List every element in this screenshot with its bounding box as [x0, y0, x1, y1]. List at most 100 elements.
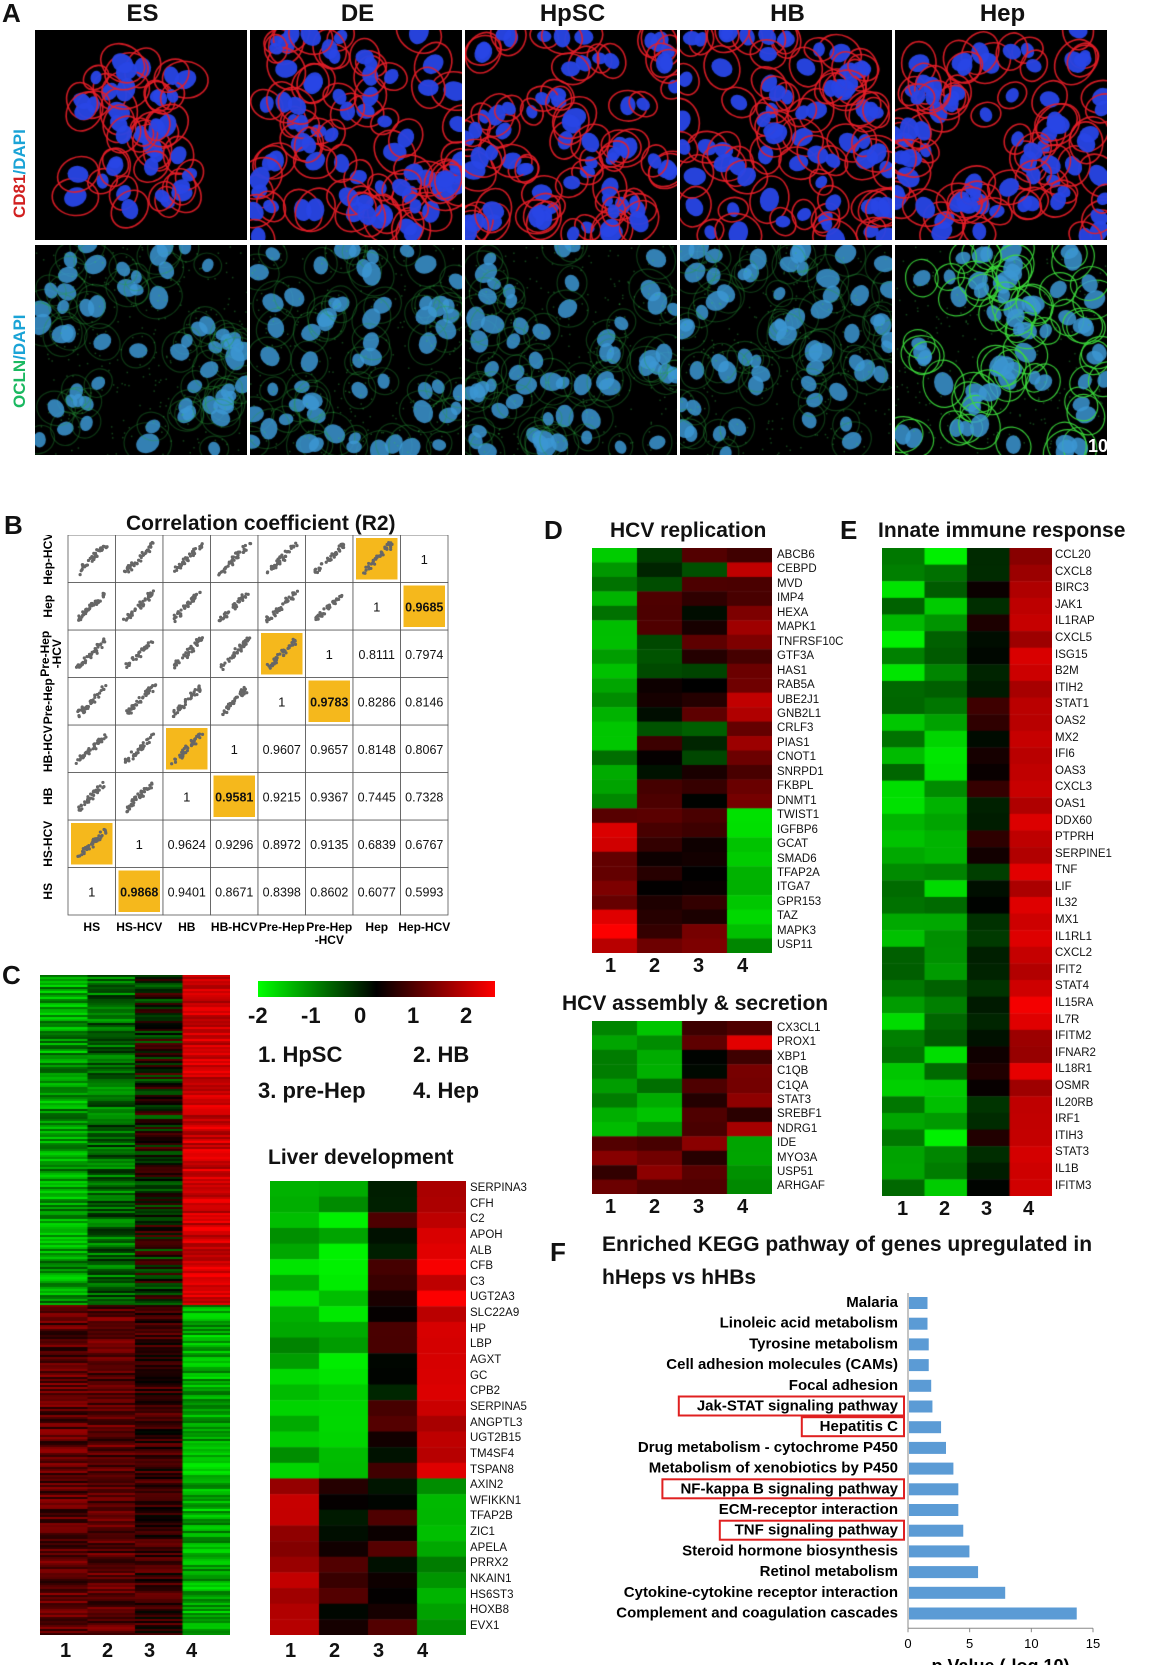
corr-scatter	[121, 589, 156, 622]
corr-cell	[115, 819, 164, 868]
kegg-x-label: p Value (-log 10)	[931, 1656, 1069, 1665]
kegg-category-label: Metabolism of xenobiotics by P450	[649, 1460, 898, 1477]
corr-value: 0.8067	[405, 743, 443, 757]
kegg-highlight-box	[718, 1519, 905, 1541]
gene-label: IFITM2	[1055, 1030, 1092, 1043]
hcv-assembly-heatmap	[592, 1021, 772, 1194]
kegg-category-label: TNF signaling pathway	[735, 1522, 899, 1539]
gene-label: ITIH3	[1055, 1129, 1084, 1142]
kegg-category-label: Complement and coagulation cascades	[616, 1605, 898, 1622]
kegg-bar	[909, 1338, 929, 1351]
corr-scatter	[221, 685, 249, 717]
gene-label: SREBF1	[777, 1108, 822, 1121]
corr-scatter	[172, 590, 202, 624]
column-number-2: 2	[329, 1640, 341, 1662]
gene-label: CXCL3	[1055, 781, 1093, 794]
gene-label: LIF	[1055, 880, 1072, 893]
corr-cell	[257, 867, 306, 916]
corr-value: 0.9685	[405, 600, 443, 614]
corr-scatter	[313, 542, 346, 575]
gene-label: ARHGAF	[777, 1180, 825, 1193]
column-number-1: 1	[60, 1640, 72, 1662]
corr-value: 1	[278, 694, 285, 709]
kegg-title-line1: Enriched KEGG pathway of genes upregulat…	[602, 1233, 1093, 1256]
kegg-bar	[909, 1504, 959, 1516]
corr-value: 0.9607	[263, 743, 301, 757]
kegg-bar	[909, 1441, 946, 1454]
corr-value: 0.9296	[215, 838, 253, 852]
gene-label: BIRC3	[1055, 582, 1089, 595]
kegg-category-label: Focal adhesion	[789, 1377, 898, 1394]
corr-col-label: HS-HCV	[116, 920, 162, 934]
innate-immune-title: Innate immune response	[878, 519, 1126, 542]
corr-cell	[210, 724, 259, 773]
kegg-bar	[909, 1400, 933, 1413]
kegg-category-label: Drug metabolism - cytochrome P450	[638, 1439, 898, 1456]
gene-label: USP11	[777, 939, 813, 952]
corr-row-label: HS-HCV	[41, 821, 55, 867]
scale-tick: 2	[460, 1003, 473, 1028]
corr-scatter	[78, 544, 109, 577]
gene-label: RAB5A	[777, 679, 815, 692]
gene-label: SMAD6	[777, 852, 817, 865]
gene-label: APOH	[470, 1228, 503, 1241]
corr-value: 0.8972	[263, 838, 301, 852]
gene-label: SERPINA3	[470, 1182, 527, 1194]
gene-label: FKBPL	[777, 780, 814, 793]
column-number-4: 4	[737, 955, 749, 977]
gene-label: OAS1	[1055, 797, 1086, 810]
column-number-3: 3	[693, 1196, 705, 1218]
gene-label: CXCL2	[1055, 947, 1093, 960]
corr-cell	[257, 582, 306, 631]
corr-cell	[257, 772, 306, 821]
corr-col-label-2: -HCV	[315, 933, 344, 947]
corr-value: 0.9581	[215, 790, 253, 804]
kegg-bar-chart: Malaria Linoleic acid metabolism Tyrosine …	[616, 1293, 1100, 1665]
corr-row-label: Pre-Hep	[41, 678, 55, 724]
corr-col-label: HB-HCV	[211, 920, 258, 934]
kegg-bar	[909, 1566, 979, 1579]
column-number-3: 3	[981, 1198, 993, 1220]
hcv-replication-title: HCV replication	[610, 519, 767, 542]
scale-tick: -1	[301, 1003, 321, 1028]
gene-label: IL1RL1	[1055, 930, 1093, 943]
corr-value: 0.9401	[168, 885, 206, 899]
corr-cell	[400, 772, 449, 821]
corr-scatter	[265, 637, 298, 670]
micrograph-red-hb	[680, 30, 892, 240]
kegg-category-label: Malaria	[846, 1294, 898, 1311]
gene-label: MX2	[1055, 731, 1079, 744]
corr-cell	[400, 677, 449, 726]
corr-value: 0.8146	[405, 695, 443, 709]
corr-scatter	[122, 540, 155, 574]
gene-label: IL32	[1055, 897, 1078, 910]
gene-label: SERPINE1	[1055, 847, 1112, 860]
gene-label: ABCB6	[777, 549, 815, 561]
column-number-4: 4	[417, 1640, 429, 1662]
gene-label: C1QB	[777, 1065, 809, 1078]
gene-label: AXIN2	[470, 1479, 504, 1492]
kegg-bar	[909, 1524, 964, 1537]
kegg-bar	[909, 1545, 970, 1558]
gene-label: EVX1	[470, 1619, 500, 1632]
gene-label: AGXT	[470, 1354, 502, 1367]
corr-cell	[400, 535, 449, 583]
column-number-1: 1	[605, 1196, 617, 1218]
gene-label: IL15RA	[1055, 997, 1094, 1010]
gene-label: MVD	[777, 577, 803, 590]
legend-hep: 4. Hep	[413, 1078, 480, 1103]
color-scale-bar	[258, 981, 495, 997]
gene-label: CFH	[470, 1197, 494, 1210]
gene-label: MYO3A	[777, 1151, 818, 1164]
kegg-bar	[909, 1483, 959, 1496]
gene-label: IGFBP6	[777, 823, 818, 836]
gene-label: CXCL5	[1055, 631, 1093, 644]
gene-label: CEBPD	[777, 563, 817, 576]
gene-label: CFB	[470, 1260, 493, 1273]
corr-cell	[352, 867, 401, 916]
column-header-hep: Hep	[979, 0, 1026, 27]
corr-value: 1	[88, 884, 95, 899]
corr-col-label: Hep-HCV	[398, 920, 450, 934]
column-number-3: 3	[144, 1640, 156, 1662]
gene-label: ITGA7	[777, 881, 811, 894]
